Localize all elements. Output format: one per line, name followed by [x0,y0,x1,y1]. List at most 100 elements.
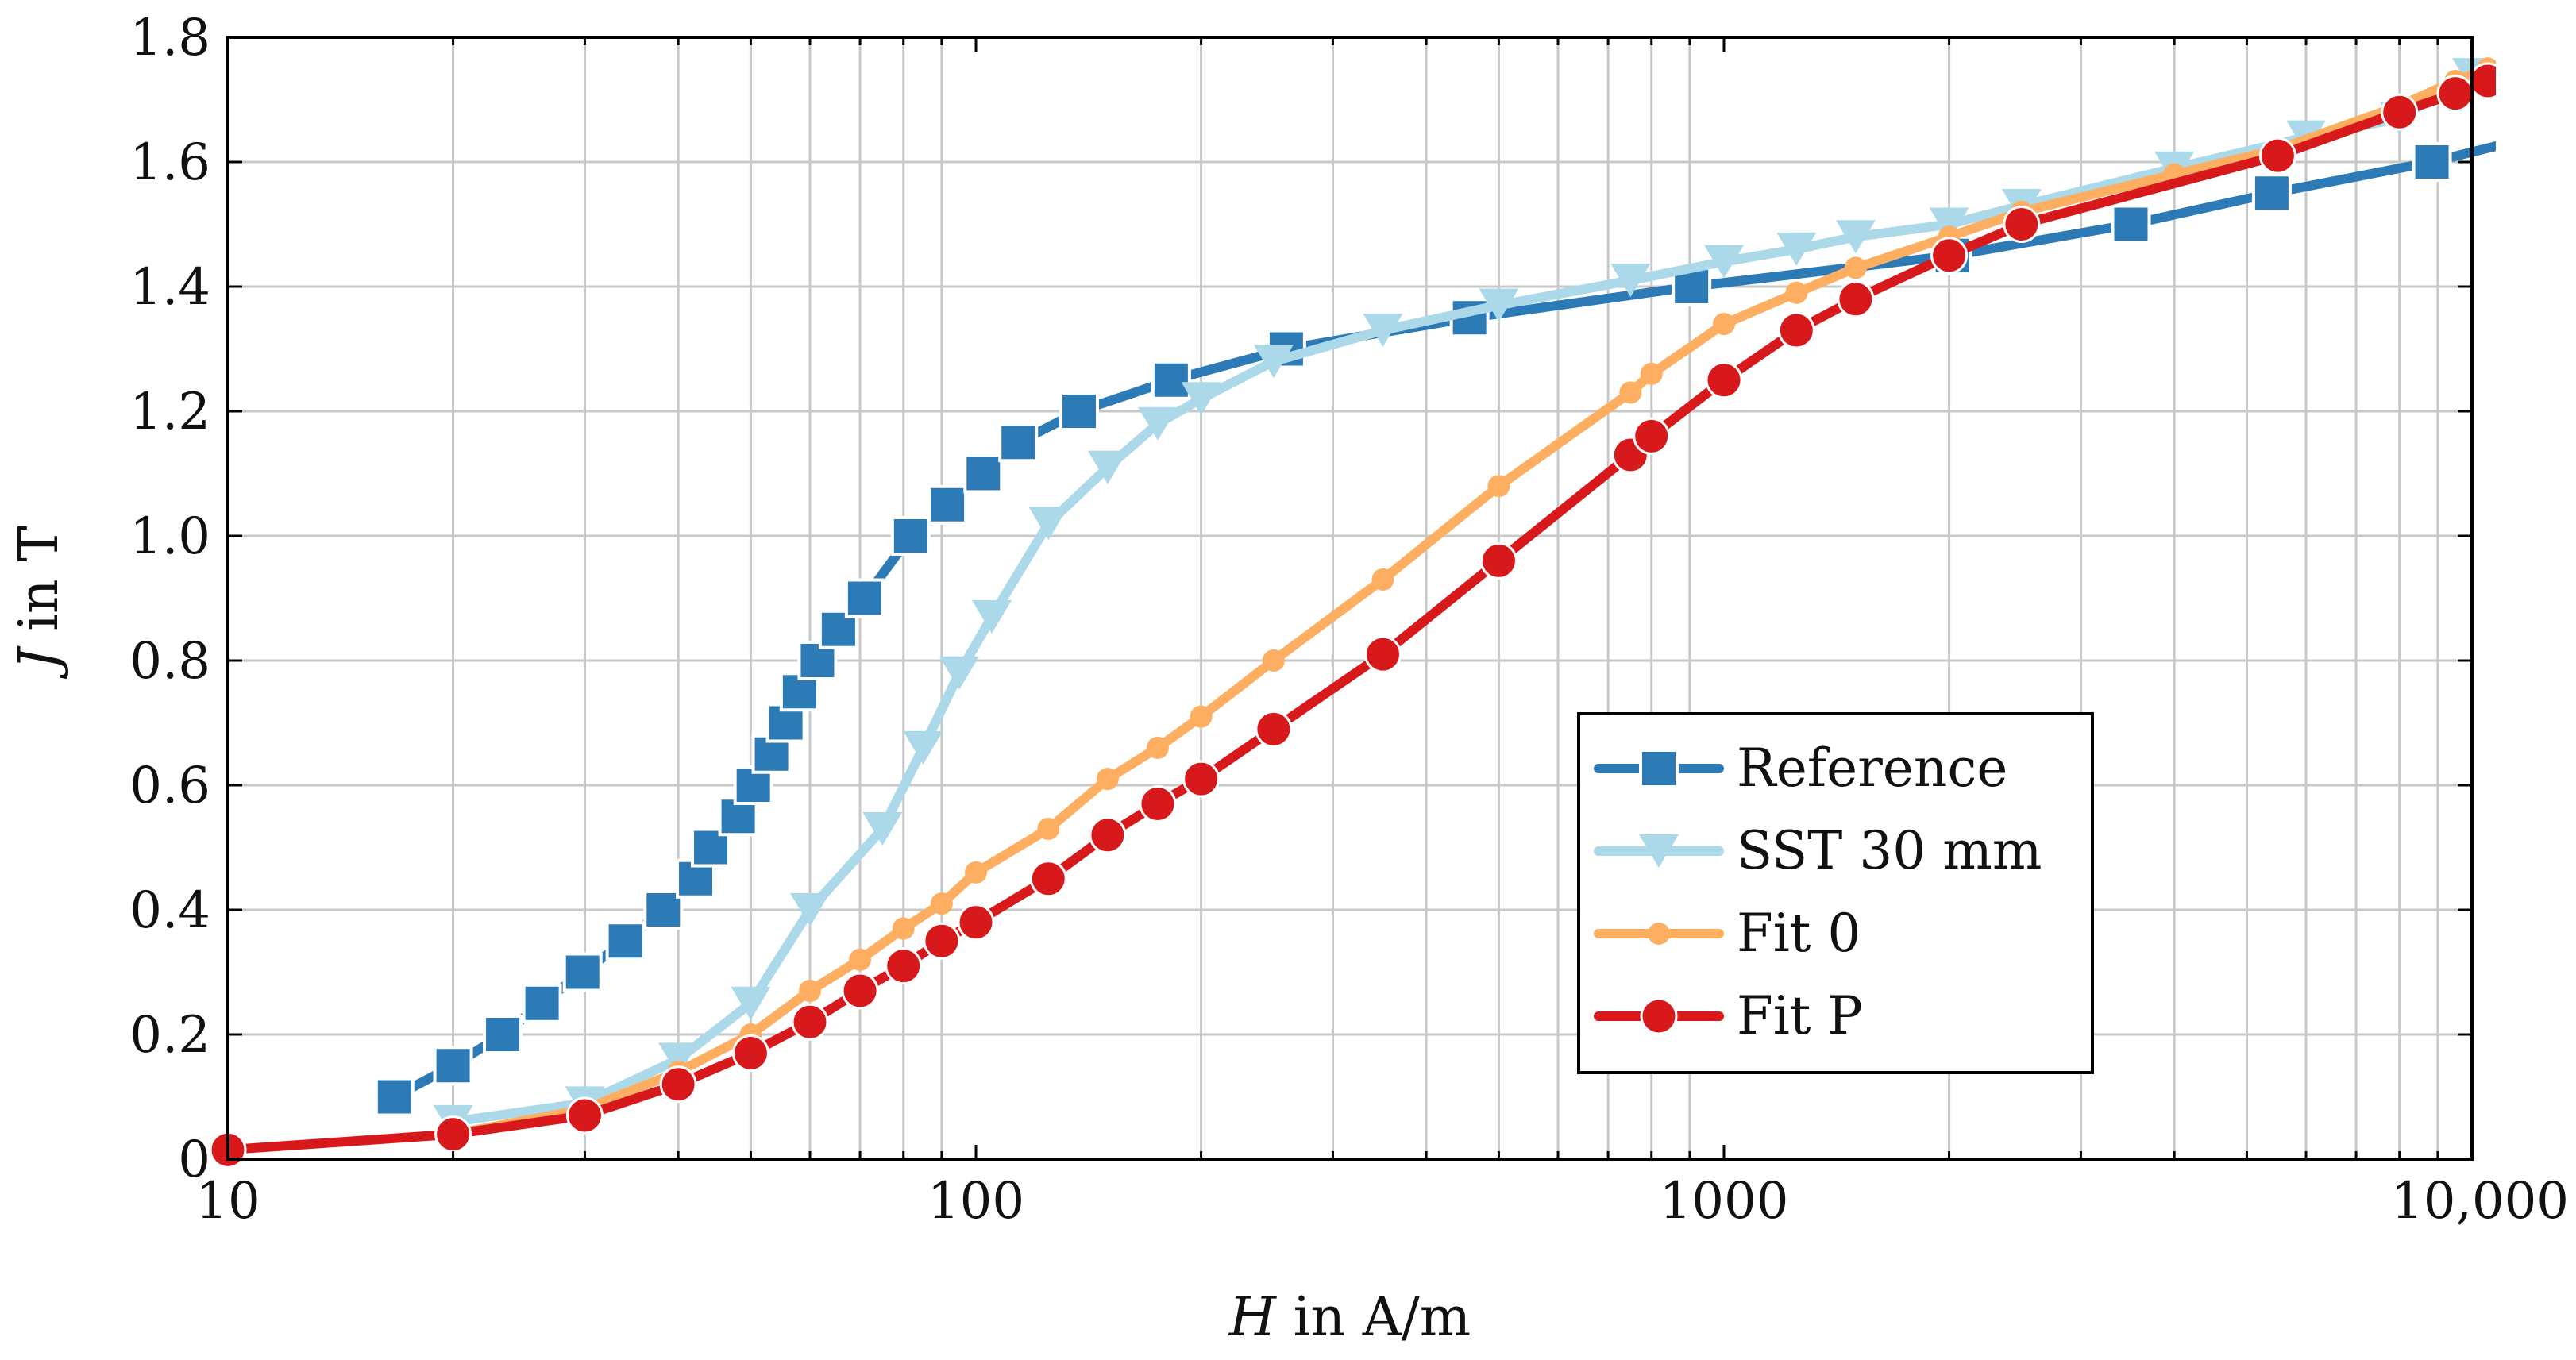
x-tick-label: 10 [195,1172,260,1231]
y-axis-title: J in T [8,526,71,679]
y-tick-label: 0.8 [129,632,210,691]
legend-swatch-marker [1639,834,1679,868]
data-point-fit-p [1029,860,1067,898]
data-point-sst-30-mm [1087,450,1128,484]
data-point-fit-p [1089,816,1127,854]
legend-label: Fit P [1737,985,1863,1046]
data-point-fit-p [1837,280,1875,318]
x-tick-label: 10,000 [2391,1172,2569,1231]
data-point-reference [522,983,562,1023]
data-point-fit-p [791,1003,829,1041]
legend-label: Reference [1737,738,2007,799]
data-point-fit-0 [965,861,987,884]
data-point-fit-p [1364,635,1402,673]
data-point-sst-30-mm [971,600,1012,634]
data-point-sst-30-mm [1776,232,1817,266]
data-point-fit-0 [1262,649,1285,672]
legend-entry-sst-30-mm: SST 30 mm [1594,820,2042,881]
y-tick-label: 1.8 [129,9,210,67]
data-point-fit-0 [930,892,953,915]
legend-entry-fit-0: Fit 0 [1594,903,1861,964]
data-point-fit-p [2003,206,2041,243]
data-point-fit-p [1633,417,1671,455]
data-point-reference [844,578,885,618]
series-sst-30-mm [433,58,2492,1138]
series-line-fit-p [223,76,2493,1155]
data-point-fit-p [1182,760,1221,798]
data-point-reference [998,422,1039,463]
legend-entry-reference: Reference [1594,738,2007,799]
data-point-fit-0 [1146,736,1169,759]
data-point-fit-p [841,972,879,1010]
data-point-reference [562,952,603,992]
data-point-fit-p [1705,361,1743,399]
x-tick-label: 100 [927,1172,1024,1231]
data-point-reference [605,921,646,961]
data-point-reference [483,1015,523,1054]
x-axis-title: H in A/m [1228,1286,1471,1349]
data-point-sst-30-mm [939,656,980,690]
data-point-fit-p [885,947,923,985]
data-point-reference [643,890,684,930]
legend-swatch-marker [1639,749,1679,788]
data-point-fit-p [659,1065,697,1104]
data-point-fit-0 [1037,817,1060,840]
data-point-fit-0 [1096,768,1119,791]
series-fit-p [209,62,2496,1169]
data-point-sst-30-mm [1929,207,1969,241]
data-point-reference [1059,391,1099,431]
data-point-fit-0 [1844,256,1867,279]
data-point-fit-0 [849,948,872,971]
data-point-sst-30-mm [1610,264,1651,298]
legend-label: Fit 0 [1737,903,1861,964]
data-point-fit-0 [1487,475,1510,498]
data-point-fit-p [2469,62,2496,100]
data-point-fit-p [731,1034,769,1073]
data-point-sst-30-mm [1704,245,1744,279]
data-point-fit-0 [799,980,822,1003]
data-point-sst-30-mm [731,986,771,1020]
data-point-sst-30-mm [658,1042,699,1077]
data-point-fit-0 [1619,381,1642,404]
data-point-fit-p [2381,93,2419,131]
data-point-fit-0 [1371,568,1394,591]
data-point-reference [927,484,968,525]
series-fit-0 [217,57,2496,1162]
data-point-reference [2111,204,2151,245]
data-point-reference [890,516,931,556]
y-tick-label: 1.6 [129,133,210,192]
data-point-sst-30-mm [1253,345,1294,379]
data-point-fit-0 [892,917,915,940]
data-point-reference [2412,142,2452,182]
data-point-reference [374,1077,415,1117]
data-point-fit-p [1139,785,1177,823]
data-point-sst-30-mm [1835,220,1876,254]
data-point-sst-30-mm [862,811,903,846]
data-point-reference [963,453,1004,494]
legend-swatch-marker [1640,997,1678,1035]
data-point-fit-0 [1190,705,1213,728]
data-point-fit-p [1479,541,1517,580]
legend-swatch-marker [1648,923,1670,945]
y-tick-label: 1.0 [129,507,210,566]
data-point-reference [433,1046,473,1086]
y-tick-label: 0.6 [129,757,210,815]
data-point-sst-30-mm [1028,507,1069,541]
data-point-fit-0 [1640,362,1663,385]
data-point-fit-p [565,1096,604,1135]
series-line-sst-30-mm [448,70,2477,1127]
x-tick-label: 1000 [1660,1172,1789,1231]
data-point-fit-p [1255,710,1293,748]
data-point-sst-30-mm [903,730,943,765]
y-tick-label: 0 [178,1131,210,1189]
data-point-fit-p [2258,137,2296,175]
data-point-reference [2251,173,2292,214]
axis-ticks: 10 100 1000 10,000 0 0.2 0.4 0.6 0.8 1.0 1.2 1.4 1.6… [129,9,2569,1231]
data-point-sst-30-mm [1137,406,1178,441]
legend: Reference SST 30 mm Fit 0 Fit P [1577,712,2094,1074]
plot-frame [226,36,2474,1161]
y-tick-label: 0.2 [129,1006,210,1065]
data-point-fit-p [1930,237,1969,275]
data-point-fit-p [923,922,961,960]
